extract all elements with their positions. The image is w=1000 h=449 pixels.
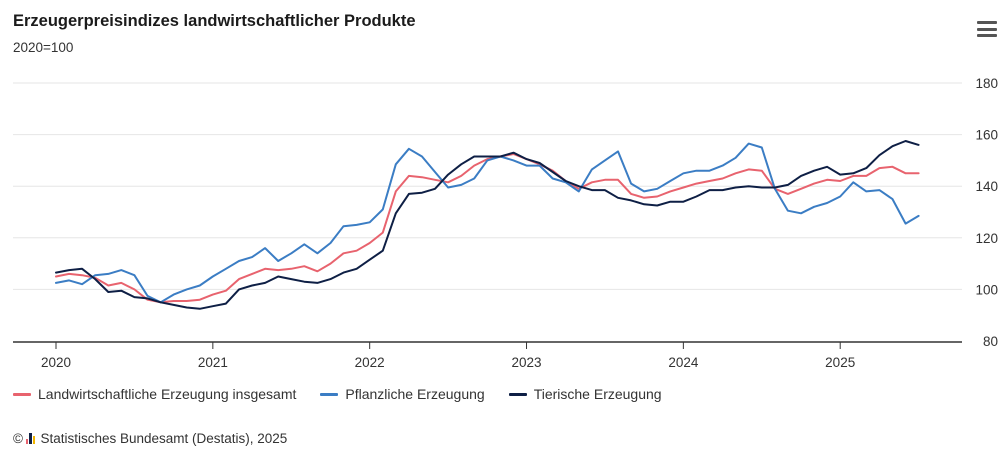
y-tick-label: 100 xyxy=(975,282,998,297)
hamburger-menu-icon[interactable] xyxy=(977,21,997,37)
y-axis-ticks: 80 100 120 140 160 180 xyxy=(975,76,998,349)
series-line-1[interactable] xyxy=(55,142,920,304)
source-footer: © Statistisches Bundesamt (Destatis), 20… xyxy=(13,431,287,446)
y-tick-label: 80 xyxy=(983,334,998,349)
y-tick-label: 180 xyxy=(975,76,998,91)
x-tick-label: 2025 xyxy=(825,355,855,370)
x-tick-label: 2024 xyxy=(668,355,699,370)
y-tick-label: 140 xyxy=(975,179,998,194)
chart-title: Erzeugerpreisindizes landwirtschaftliche… xyxy=(13,12,416,30)
legend-item-insgesamt[interactable]: Landwirtschaftliche Erzeugung insgesamt xyxy=(13,386,296,402)
legend-swatch-pflanzlich xyxy=(320,392,339,396)
x-tick-label: 2021 xyxy=(198,355,228,370)
copyright-symbol: © xyxy=(13,431,23,446)
legend-label: Landwirtschaftliche Erzeugung insgesamt xyxy=(38,386,297,402)
x-tick-label: 2023 xyxy=(511,355,541,370)
series-line-0[interactable] xyxy=(55,153,920,304)
legend-swatch-tierisch xyxy=(508,392,527,396)
legend: Landwirtschaftliche Erzeugung insgesamt … xyxy=(13,386,686,402)
source-text: Statistisches Bundesamt (Destatis), 2025 xyxy=(40,431,288,446)
x-tick-label: 2020 xyxy=(41,355,71,370)
legend-item-pflanzlich[interactable]: Pflanzliche Erzeugung xyxy=(320,386,485,402)
x-tick-label: 2022 xyxy=(355,355,385,370)
y-tick-label: 160 xyxy=(975,128,998,143)
x-axis: 2020 2021 2022 2023 2024 2025 xyxy=(13,341,962,370)
legend-label: Pflanzliche Erzeugung xyxy=(345,386,485,402)
series-lines xyxy=(55,140,920,310)
legend-swatch-insgesamt xyxy=(13,392,31,396)
destatis-logo-icon xyxy=(25,433,37,444)
grid-lines xyxy=(13,82,962,290)
legend-label: Tierische Erzeugung xyxy=(533,386,662,402)
series-line-2[interactable] xyxy=(55,140,920,310)
y-tick-label: 120 xyxy=(975,231,998,246)
legend-item-tierisch[interactable]: Tierische Erzeugung xyxy=(508,386,662,402)
chart-subtitle: 2020=100 xyxy=(13,40,74,55)
